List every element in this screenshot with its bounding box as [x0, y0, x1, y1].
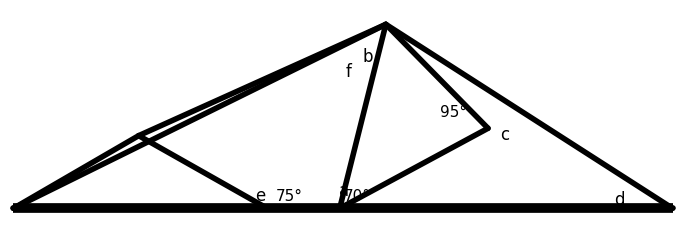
Text: 95°: 95° [440, 105, 467, 120]
Text: 70°: 70° [343, 189, 370, 204]
Text: c: c [500, 126, 509, 144]
Text: d: d [615, 191, 625, 209]
Text: f: f [345, 63, 351, 81]
Text: 75°: 75° [276, 189, 303, 204]
Text: e: e [255, 187, 265, 205]
Text: b: b [363, 49, 373, 66]
Text: a: a [340, 182, 349, 200]
